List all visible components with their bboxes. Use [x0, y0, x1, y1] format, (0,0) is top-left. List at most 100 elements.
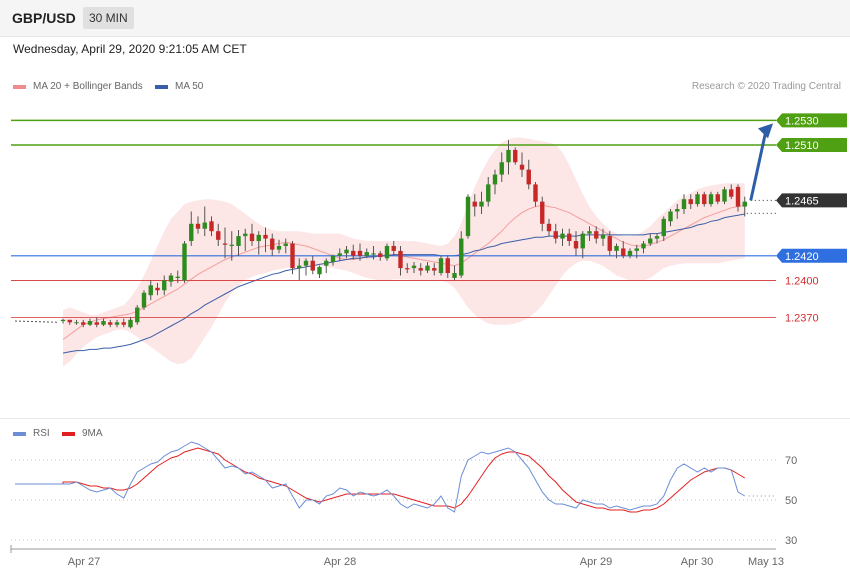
candle-body	[135, 307, 140, 323]
candle-body	[364, 252, 369, 256]
candle-body	[222, 243, 228, 245]
candle-body	[661, 218, 666, 237]
candle-body	[175, 276, 180, 278]
x-tick-label: Apr 29	[580, 556, 612, 568]
candle-body	[445, 258, 450, 274]
candle-body	[276, 245, 282, 250]
candle-body	[229, 244, 234, 246]
candle-body	[452, 273, 457, 278]
chart-header: GBP/USD 30 MIN	[0, 0, 850, 37]
level-label-1.2465: 1.2465	[785, 195, 819, 207]
candle-body	[270, 238, 275, 250]
candle-body	[351, 250, 356, 256]
legend-ma50: MA 50	[155, 81, 203, 92]
candle-body	[533, 184, 538, 202]
candle-body	[634, 248, 639, 251]
candle-body	[398, 250, 403, 269]
candle-body	[465, 196, 471, 237]
legend-ma50-swatch	[155, 84, 168, 89]
level-label-1.2370: 1.2370	[785, 312, 819, 324]
candle-body	[378, 253, 383, 258]
forecast-arrow-head	[758, 123, 773, 139]
candle-body	[546, 223, 552, 232]
candle-body	[573, 241, 579, 249]
candle-body	[742, 201, 747, 207]
candle-body	[81, 322, 86, 325]
candle-body	[324, 260, 329, 266]
candle-body	[648, 238, 653, 244]
bollinger-band	[63, 137, 745, 367]
candle-body	[438, 258, 444, 274]
symbol-label: GBP/USD	[12, 10, 76, 26]
level-tag-1.2510	[776, 138, 847, 153]
rsi-level-label-50: 50	[785, 495, 797, 507]
candle-body	[553, 231, 558, 239]
candle-body	[121, 322, 126, 325]
candle-body	[567, 233, 572, 242]
candle-body	[425, 265, 430, 271]
candle-body	[195, 223, 201, 229]
level-tag-1.2465	[776, 193, 847, 208]
interval-button[interactable]: 30 MIN	[83, 7, 134, 29]
candle-body	[675, 209, 680, 212]
legend-9ma-label: 9MA	[82, 428, 103, 439]
candle-body	[337, 253, 342, 256]
candle-body	[695, 194, 700, 205]
candle-body	[735, 186, 741, 207]
candle-body	[681, 199, 687, 210]
candle-body	[297, 265, 302, 269]
candle-body	[479, 201, 484, 207]
candle-body	[209, 221, 214, 232]
level-label-1.2420: 1.2420	[785, 251, 819, 263]
candle-body	[580, 233, 585, 249]
candle-body	[108, 322, 113, 325]
candle-body	[486, 184, 491, 202]
legend-ma50-label: MA 50	[175, 81, 204, 92]
candle-body	[101, 321, 106, 325]
legend-rsi: RSI	[13, 428, 50, 439]
candle-body	[391, 245, 396, 251]
legend-bollinger: MA 20 + Bollinger Bands	[13, 81, 143, 92]
candle-body	[67, 319, 72, 323]
candle-body	[249, 233, 255, 242]
candle-body	[587, 231, 592, 234]
candle-body	[668, 211, 673, 222]
candle-body	[317, 266, 322, 275]
candle-body	[216, 231, 221, 240]
candle-body	[432, 268, 437, 271]
candle-body	[371, 253, 376, 255]
x-tick-label: Apr 30	[681, 556, 713, 568]
candle-body	[189, 223, 194, 242]
candle-body	[600, 234, 606, 239]
legend-rsi-label: RSI	[33, 428, 50, 439]
candle-body	[654, 236, 660, 239]
candle-body	[526, 169, 531, 185]
candle-body	[715, 194, 720, 202]
rsi-line	[15, 441, 746, 513]
level-tag-1.2420	[776, 248, 847, 263]
legend-rsi-swatch	[13, 431, 26, 436]
x-tick-label: Apr 27	[68, 556, 100, 568]
ma50-line	[62, 213, 745, 354]
candle-body	[87, 321, 93, 325]
candle-body	[641, 243, 646, 249]
rsi-level-label-70: 70	[785, 455, 797, 467]
candle-body	[506, 149, 511, 163]
candle-body	[702, 194, 707, 205]
legend-bollinger-swatch	[13, 84, 26, 89]
rsi-level-label-30: 30	[785, 535, 797, 547]
candle-body	[492, 174, 498, 185]
candle-body	[499, 162, 504, 175]
candle-body	[607, 236, 612, 251]
candle-body	[202, 222, 207, 229]
candle-body	[627, 250, 633, 256]
pre-window-close-line	[14, 320, 60, 323]
candle-body	[405, 268, 410, 270]
timestamp: Wednesday, April 29, 2020 9:21:05 AM CET	[13, 42, 247, 56]
pane-divider	[0, 418, 850, 419]
candle-body	[418, 268, 423, 271]
x-tick-label: Apr 28	[324, 556, 356, 568]
candle-body	[256, 234, 261, 242]
